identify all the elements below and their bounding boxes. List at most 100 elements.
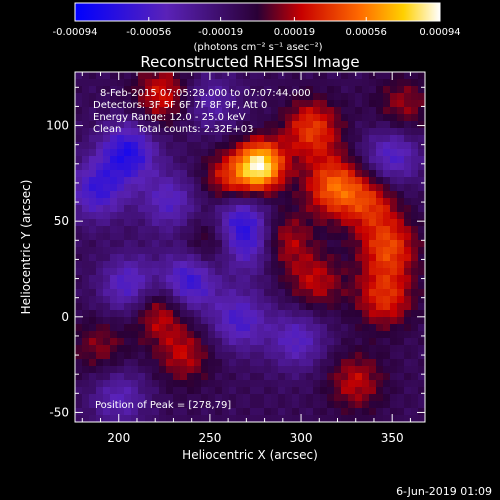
heatmap-pixel — [145, 310, 153, 318]
heatmap-pixel — [292, 212, 300, 220]
heatmap-pixel — [383, 240, 391, 248]
heatmap-pixel — [334, 282, 342, 290]
heatmap-pixel — [334, 100, 342, 108]
heatmap-pixel — [264, 345, 272, 353]
heatmap-pixel — [320, 107, 328, 115]
heatmap-pixel — [208, 352, 216, 360]
heatmap-pixel — [215, 226, 223, 234]
heatmap-pixel — [215, 317, 223, 325]
x-axis-label: Heliocentric X (arcsec) — [182, 448, 318, 462]
heatmap-pixel — [383, 401, 391, 409]
heatmap-pixel — [194, 261, 202, 269]
heatmap-pixel — [278, 114, 286, 122]
heatmap-pixel — [390, 128, 398, 136]
heatmap-pixel — [110, 359, 118, 367]
heatmap-pixel — [362, 191, 370, 199]
heatmap-pixel — [306, 352, 314, 360]
heatmap-pixel — [278, 240, 286, 248]
heatmap-pixel — [250, 163, 258, 171]
heatmap-pixel — [306, 303, 314, 311]
heatmap-pixel — [397, 310, 405, 318]
heatmap-pixel — [390, 219, 398, 227]
heatmap-pixel — [320, 338, 328, 346]
heatmap-pixel — [334, 170, 342, 178]
heatmap-pixel — [271, 366, 279, 374]
heatmap-pixel — [250, 107, 258, 115]
heatmap-pixel — [103, 289, 111, 297]
heatmap-pixel — [96, 107, 104, 115]
heatmap-pixel — [173, 380, 181, 388]
heatmap-pixel — [264, 226, 272, 234]
heatmap-pixel — [250, 401, 258, 409]
heatmap-pixel — [306, 394, 314, 402]
heatmap-pixel — [222, 156, 230, 164]
heatmap-pixel — [173, 212, 181, 220]
heatmap-pixel — [159, 114, 167, 122]
heatmap-pixel — [110, 366, 118, 374]
heatmap-pixel — [369, 366, 377, 374]
heatmap-pixel — [306, 310, 314, 318]
heatmap-pixel — [341, 135, 349, 143]
heatmap-pixel — [89, 177, 97, 185]
heatmap-pixel — [222, 268, 230, 276]
heatmap-pixel — [208, 401, 216, 409]
heatmap-pixel — [96, 142, 104, 150]
heatmap-pixel — [397, 282, 405, 290]
heatmap-pixel — [194, 366, 202, 374]
heatmap-pixel — [292, 184, 300, 192]
heatmap-pixel — [397, 324, 405, 332]
heatmap-pixel — [201, 324, 209, 332]
heatmap-pixel — [369, 128, 377, 136]
heatmap-pixel — [75, 100, 83, 108]
heatmap-pixel — [306, 156, 314, 164]
heatmap-pixel — [229, 289, 237, 297]
heatmap-pixel — [341, 366, 349, 374]
heatmap-pixel — [201, 240, 209, 248]
heatmap-pixel — [236, 310, 244, 318]
heatmap-pixel — [103, 338, 111, 346]
heatmap-pixel — [320, 296, 328, 304]
heatmap-pixel — [411, 184, 419, 192]
heatmap-pixel — [89, 345, 97, 353]
heatmap-pixel — [82, 268, 90, 276]
heatmap-pixel — [418, 142, 426, 150]
heatmap-pixel — [306, 121, 314, 129]
heatmap-pixel — [362, 114, 370, 122]
heatmap-pixel — [411, 107, 419, 115]
heatmap-pixel — [173, 149, 181, 157]
heatmap-pixel — [383, 114, 391, 122]
heatmap-pixel — [96, 128, 104, 136]
heatmap-pixel — [173, 219, 181, 227]
colorbar-tick-label: 0.00019 — [274, 27, 315, 38]
heatmap-pixel — [194, 275, 202, 283]
y-tick-label: -50 — [49, 405, 69, 419]
heatmap-pixel — [362, 233, 370, 241]
heatmap-pixel — [327, 86, 335, 94]
heatmap-pixel — [362, 205, 370, 213]
heatmap-pixel — [411, 303, 419, 311]
heatmap-pixel — [348, 93, 356, 101]
heatmap-pixel — [369, 261, 377, 269]
heatmap-pixel — [152, 226, 160, 234]
heatmap-pixel — [215, 338, 223, 346]
heatmap-pixel — [131, 380, 139, 388]
heatmap-pixel — [208, 128, 216, 136]
heatmap-pixel — [355, 366, 363, 374]
heatmap-pixel — [418, 205, 426, 213]
heatmap-pixel — [194, 373, 202, 381]
heatmap-pixel — [117, 415, 125, 423]
heatmap-pixel — [131, 142, 139, 150]
heatmap-pixel — [201, 289, 209, 297]
heatmap-pixel — [271, 331, 279, 339]
heatmap-pixel — [355, 401, 363, 409]
heatmap-pixel — [369, 254, 377, 262]
heatmap-pixel — [208, 338, 216, 346]
heatmap-pixel — [82, 387, 90, 395]
heatmap-pixel — [243, 408, 251, 416]
heatmap-pixel — [222, 359, 230, 367]
heatmap-pixel — [103, 394, 111, 402]
heatmap-pixel — [194, 219, 202, 227]
heatmap-pixel — [103, 268, 111, 276]
heatmap-pixel — [222, 345, 230, 353]
heatmap-pixel — [152, 275, 160, 283]
